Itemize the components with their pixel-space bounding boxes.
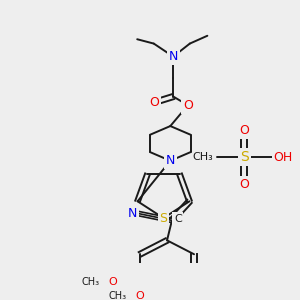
Text: O: O [135,291,144,300]
Text: O: O [108,277,117,287]
Text: O: O [239,124,249,137]
Text: O: O [183,99,193,112]
Text: N: N [166,154,175,167]
Text: N: N [127,207,137,220]
Text: C: C [174,214,182,224]
Text: O: O [149,96,159,109]
Text: N: N [169,50,178,63]
Text: OH: OH [274,151,293,164]
Text: CH₃: CH₃ [108,291,126,300]
Text: CH₃: CH₃ [81,277,99,287]
Text: CH₃: CH₃ [192,152,213,162]
Text: O: O [239,178,249,191]
Text: S: S [240,150,249,164]
Text: S: S [160,212,167,225]
